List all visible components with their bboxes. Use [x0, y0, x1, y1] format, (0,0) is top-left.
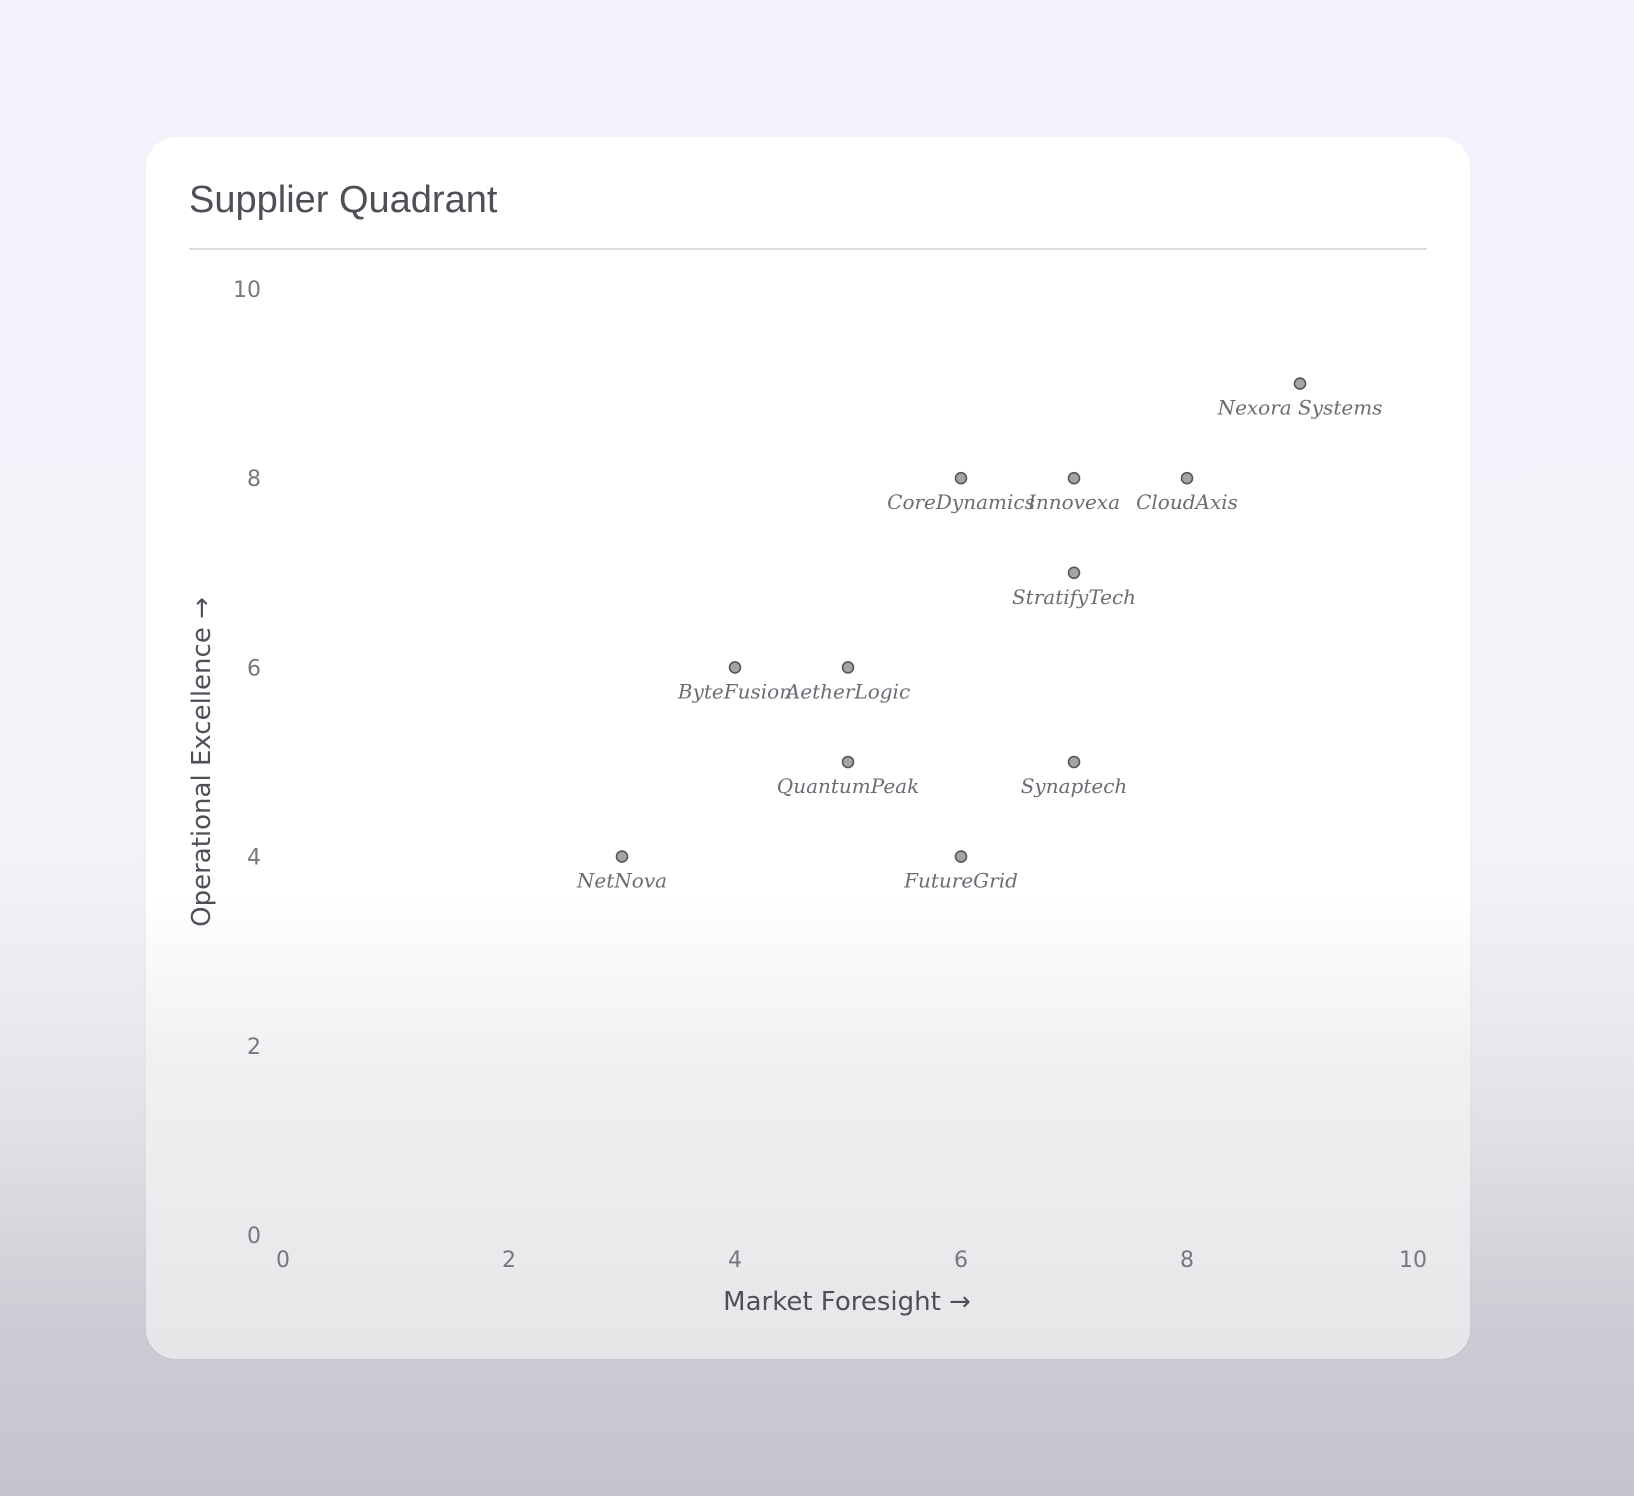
y-axis-ticks: 0 2 4 6 8 10	[233, 278, 261, 1249]
chart-title: Supplier Quadrant	[189, 179, 498, 221]
data-point[interactable]	[1293, 377, 1307, 390]
data-point-label: QuantumPeak	[777, 774, 919, 798]
y-tick-label: 6	[247, 656, 261, 681]
data-point-label: Nexora Systems	[1217, 396, 1383, 420]
data-point[interactable]	[954, 850, 968, 863]
data-point-label: NetNova	[576, 869, 667, 893]
y-tick-label: 2	[247, 1035, 261, 1060]
y-tick-label: 0	[247, 1224, 261, 1249]
data-point[interactable]	[841, 661, 855, 674]
data-point-label: ByteFusion	[677, 679, 792, 703]
x-tick-label: 10	[1399, 1248, 1427, 1273]
x-tick-label: 2	[502, 1248, 516, 1273]
data-point-label: CloudAxis	[1136, 490, 1238, 514]
data-point-label: FutureGrid	[903, 869, 1018, 893]
data-point[interactable]	[1067, 566, 1081, 580]
data-point-label: AetherLogic	[784, 679, 910, 703]
y-tick-label: 10	[233, 278, 261, 303]
data-point-label: Synaptech	[1021, 774, 1128, 798]
scatter-chart: 0 2 4 6 8 10 0 2 4 6 8 10 Operational Excellence →…	[187, 278, 1427, 1317]
data-point[interactable]	[954, 471, 968, 485]
y-axis-title: Operational Excellence →	[187, 597, 217, 927]
title-divider	[189, 248, 1427, 250]
data-point[interactable]	[841, 755, 855, 769]
data-point[interactable]	[1067, 471, 1081, 485]
chart-card: Supplier Quadrant 0 2 4 6 8 10 0 2 4 6 8 10 Operat…	[146, 137, 1470, 1359]
x-tick-label: 4	[728, 1248, 742, 1273]
data-point-label: Innovexa	[1027, 490, 1120, 514]
data-point-label: CoreDynamics	[887, 490, 1035, 514]
data-point[interactable]	[728, 661, 742, 674]
x-tick-label: 0	[276, 1248, 290, 1273]
data-point[interactable]	[615, 850, 629, 863]
x-axis-title: Market Foresight →	[723, 1287, 971, 1317]
x-tick-label: 8	[1180, 1248, 1194, 1273]
x-tick-label: 6	[954, 1248, 968, 1273]
data-point-label: StratifyTech	[1012, 585, 1136, 609]
data-point[interactable]	[1180, 471, 1194, 485]
y-tick-label: 8	[247, 467, 261, 492]
y-tick-label: 4	[247, 846, 261, 871]
data-point[interactable]	[1067, 755, 1081, 769]
x-axis-ticks: 0 2 4 6 8 10	[276, 1248, 1427, 1273]
